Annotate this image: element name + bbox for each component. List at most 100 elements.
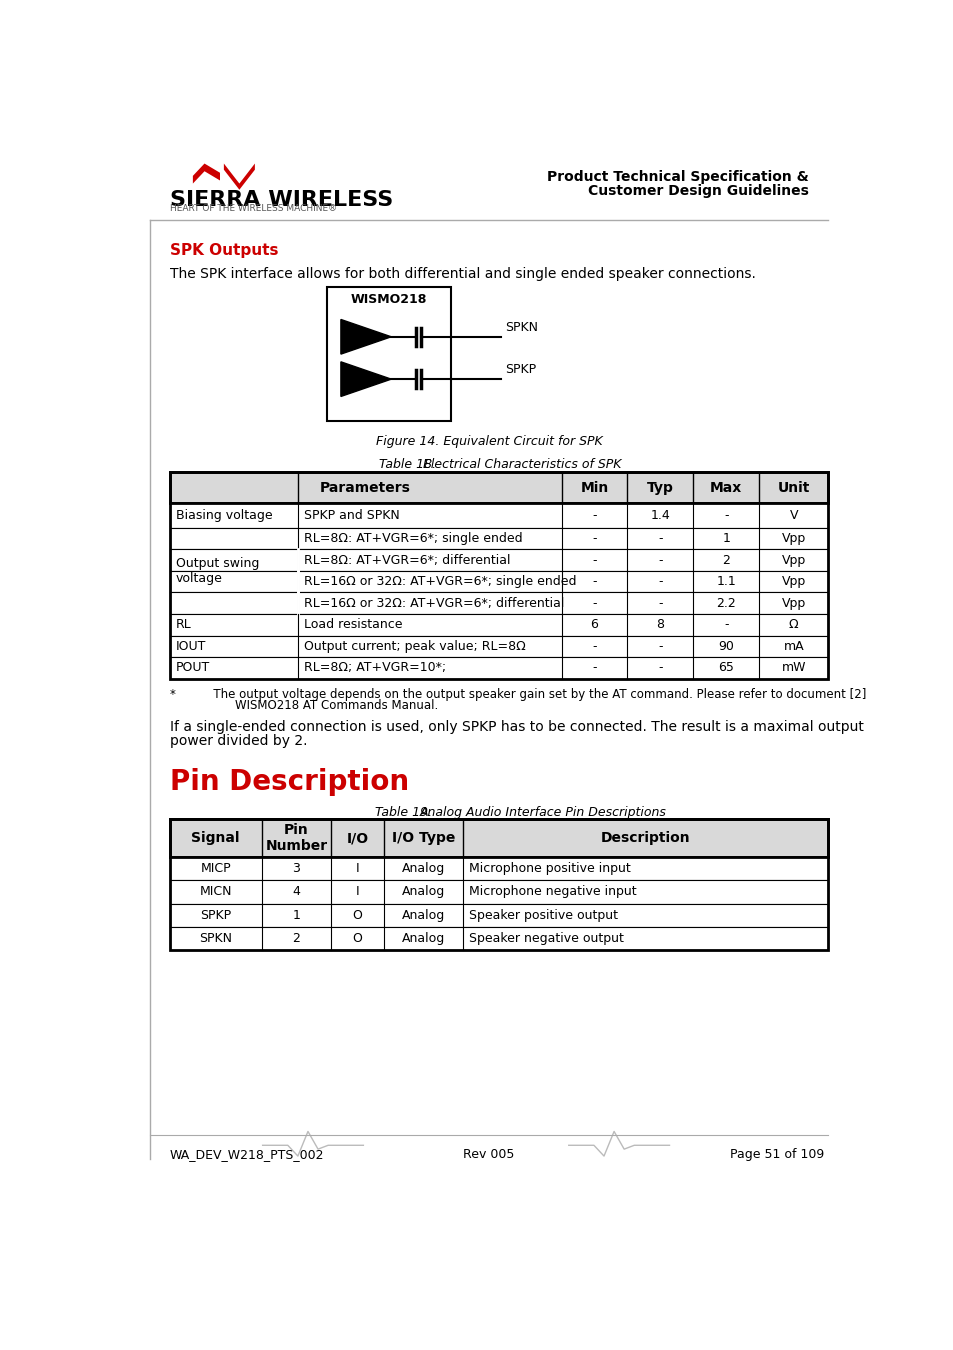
Text: Product Technical Specification &: Product Technical Specification & bbox=[547, 170, 808, 184]
Text: 1.4: 1.4 bbox=[650, 509, 670, 522]
Text: SPKP and SPKN: SPKP and SPKN bbox=[304, 509, 399, 522]
Text: 3: 3 bbox=[293, 863, 300, 875]
Text: POUT: POUT bbox=[175, 662, 210, 675]
Bar bbox=[170, 857, 827, 880]
Text: -: - bbox=[658, 640, 662, 653]
Text: -: - bbox=[658, 532, 662, 545]
Text: MICN: MICN bbox=[199, 886, 232, 899]
Text: 6: 6 bbox=[590, 618, 598, 632]
Bar bbox=[170, 504, 827, 528]
Text: V: V bbox=[789, 509, 798, 522]
Bar bbox=[170, 926, 827, 949]
Text: Output swing
voltage: Output swing voltage bbox=[175, 556, 259, 585]
Text: Max: Max bbox=[709, 481, 741, 494]
Text: Description: Description bbox=[600, 832, 690, 845]
Text: Vpp: Vpp bbox=[781, 532, 805, 545]
Text: -: - bbox=[592, 662, 597, 675]
Text: Figure 14. Equivalent Circuit for SPK: Figure 14. Equivalent Circuit for SPK bbox=[375, 435, 601, 448]
Text: -: - bbox=[658, 575, 662, 589]
Bar bbox=[170, 819, 827, 949]
Text: WA_DEV_W218_PTS_002: WA_DEV_W218_PTS_002 bbox=[170, 1148, 324, 1161]
Text: Vpp: Vpp bbox=[781, 597, 805, 610]
Text: HEART OF THE WIRELESS MACHINE®: HEART OF THE WIRELESS MACHINE® bbox=[170, 204, 336, 213]
Text: -: - bbox=[723, 509, 728, 522]
Bar bbox=[170, 528, 827, 549]
Text: I: I bbox=[355, 863, 359, 875]
Text: power divided by 2.: power divided by 2. bbox=[170, 734, 307, 748]
Text: Analog: Analog bbox=[401, 863, 444, 875]
Text: RL=8Ω: AT+VGR=6*; single ended: RL=8Ω: AT+VGR=6*; single ended bbox=[304, 532, 522, 545]
Bar bbox=[170, 571, 827, 593]
Text: -: - bbox=[592, 597, 597, 610]
Text: Min: Min bbox=[579, 481, 608, 494]
Text: MICP: MICP bbox=[200, 863, 231, 875]
Text: 65: 65 bbox=[718, 662, 734, 675]
Text: O: O bbox=[352, 931, 362, 945]
Text: Rev 005: Rev 005 bbox=[463, 1148, 514, 1161]
Polygon shape bbox=[340, 362, 391, 397]
Text: Analog: Analog bbox=[401, 909, 444, 922]
Text: Typ: Typ bbox=[646, 481, 673, 494]
Bar bbox=[170, 880, 827, 903]
Text: -: - bbox=[592, 509, 597, 522]
Text: Signal: Signal bbox=[192, 832, 240, 845]
Text: Analog: Analog bbox=[401, 931, 444, 945]
Text: -: - bbox=[592, 532, 597, 545]
Text: -: - bbox=[723, 618, 728, 632]
Text: I/O: I/O bbox=[346, 832, 368, 845]
Text: SPKP: SPKP bbox=[505, 363, 536, 377]
Bar bbox=[170, 819, 827, 857]
Text: SPKP: SPKP bbox=[200, 909, 231, 922]
Text: RL=8Ω: AT+VGR=6*; differential: RL=8Ω: AT+VGR=6*; differential bbox=[304, 554, 510, 567]
Text: Analog: Analog bbox=[401, 886, 444, 899]
Text: Speaker positive output: Speaker positive output bbox=[469, 909, 618, 922]
Text: Ω: Ω bbox=[788, 618, 798, 632]
Bar bbox=[170, 657, 827, 679]
Text: 8: 8 bbox=[656, 618, 663, 632]
Text: Vpp: Vpp bbox=[781, 575, 805, 589]
Text: 2: 2 bbox=[293, 931, 300, 945]
Text: RL: RL bbox=[175, 618, 192, 632]
Text: SPKN: SPKN bbox=[199, 931, 232, 945]
Text: Microphone positive input: Microphone positive input bbox=[469, 863, 630, 875]
Text: *          The output voltage depends on the output speaker gain set by the AT c: * The output voltage depends on the outp… bbox=[170, 688, 865, 701]
Text: -: - bbox=[592, 554, 597, 567]
Text: Analog Audio Interface Pin Descriptions: Analog Audio Interface Pin Descriptions bbox=[419, 806, 666, 819]
Text: I/O Type: I/O Type bbox=[391, 832, 455, 845]
Text: RL=8Ω; AT+VGR=10*;: RL=8Ω; AT+VGR=10*; bbox=[304, 662, 446, 675]
Text: -: - bbox=[592, 575, 597, 589]
Text: Output current; peak value; RL=8Ω: Output current; peak value; RL=8Ω bbox=[304, 640, 525, 653]
Bar bbox=[170, 549, 827, 571]
Text: 1: 1 bbox=[721, 532, 729, 545]
Text: mA: mA bbox=[782, 640, 803, 653]
Text: RL=16Ω or 32Ω: AT+VGR=6*; single ended: RL=16Ω or 32Ω: AT+VGR=6*; single ended bbox=[304, 575, 577, 589]
Text: If a single-ended connection is used, only SPKP has to be connected. The result : If a single-ended connection is used, on… bbox=[170, 721, 862, 734]
Text: Parameters: Parameters bbox=[320, 481, 411, 494]
Text: 2: 2 bbox=[721, 554, 729, 567]
Text: 1: 1 bbox=[293, 909, 300, 922]
Text: -: - bbox=[658, 662, 662, 675]
Text: IOUT: IOUT bbox=[175, 640, 206, 653]
Text: I: I bbox=[355, 886, 359, 899]
Text: Unit: Unit bbox=[777, 481, 809, 494]
Text: Pin
Number: Pin Number bbox=[265, 824, 327, 853]
Bar bbox=[170, 614, 827, 636]
Text: Biasing voltage: Biasing voltage bbox=[175, 509, 273, 522]
Text: The SPK interface allows for both differential and single ended speaker connecti: The SPK interface allows for both differ… bbox=[170, 267, 755, 282]
Text: SPK Outputs: SPK Outputs bbox=[170, 243, 278, 258]
Polygon shape bbox=[224, 163, 254, 190]
Text: O: O bbox=[352, 909, 362, 922]
Bar bbox=[170, 472, 827, 504]
Bar bbox=[170, 472, 827, 679]
Text: Customer Design Guidelines: Customer Design Guidelines bbox=[587, 184, 808, 197]
Text: Table 19.: Table 19. bbox=[375, 806, 432, 819]
Text: Speaker negative output: Speaker negative output bbox=[469, 931, 623, 945]
Text: -: - bbox=[592, 640, 597, 653]
Polygon shape bbox=[193, 163, 220, 184]
Text: 4: 4 bbox=[293, 886, 300, 899]
Text: -: - bbox=[658, 597, 662, 610]
Text: WISMO218 AT Commands Manual.: WISMO218 AT Commands Manual. bbox=[235, 699, 438, 713]
Text: -: - bbox=[658, 554, 662, 567]
Text: Page 51 of 109: Page 51 of 109 bbox=[729, 1148, 823, 1161]
Text: 90: 90 bbox=[718, 640, 734, 653]
